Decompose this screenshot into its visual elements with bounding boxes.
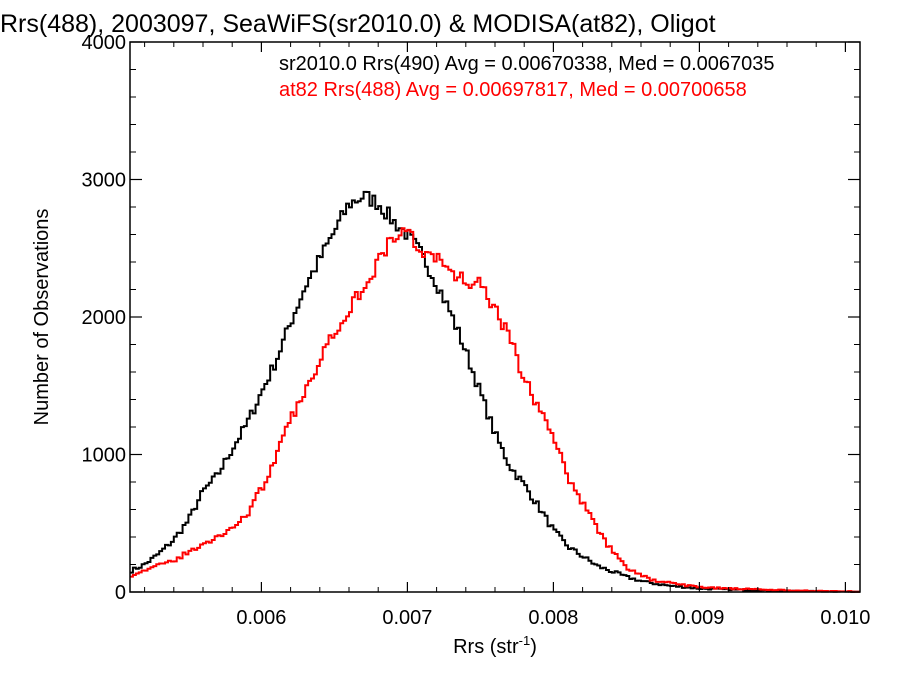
x-axis-label-main: Rrs (str	[453, 636, 519, 658]
legend-entry-at82: at82 Rrs(488) Avg = 0.00697817, Med = 0.…	[279, 79, 747, 101]
x-axis-label-close: )	[530, 636, 537, 658]
y-tick-label: 2000	[82, 307, 127, 329]
y-axis-label: Number of Observations	[31, 209, 53, 426]
x-axis-label-sup: -1	[519, 633, 531, 648]
series-line-1	[130, 227, 860, 593]
x-tick-label: 0.006	[236, 607, 286, 629]
tick-layer: 0.006 0.007 0.008 0.009 0.010 0 1000 2000 3000 40…	[82, 32, 871, 629]
series-layer	[130, 190, 860, 593]
y-tick-label: 1000	[82, 445, 127, 467]
chart-title: Rrs(488), 2003097, SeaWiFS(sr2010.0) & M…	[0, 10, 716, 38]
x-tick-label: 0.008	[528, 607, 578, 629]
x-tick-label: 0.009	[674, 607, 724, 629]
y-tick-label: 3000	[82, 170, 127, 192]
legend-entry-sr2010: sr2010.0 Rrs(490) Avg = 0.00670338, Med …	[279, 53, 775, 75]
legend: sr2010.0 Rrs(490) Avg = 0.00670338, Med …	[279, 53, 775, 101]
y-tick-label: 4000	[82, 32, 127, 54]
x-axis-label: Rrs (str-1)	[453, 633, 537, 658]
y-tick-label: 0	[115, 582, 126, 604]
x-tick-label: 0.007	[382, 607, 432, 629]
x-tick-label: 0.010	[820, 607, 870, 629]
